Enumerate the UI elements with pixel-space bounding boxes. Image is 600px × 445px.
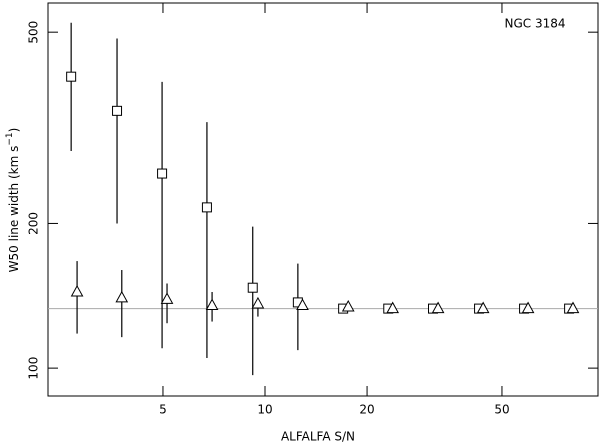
y-axis-label: W50 line width (km s−1) xyxy=(5,128,21,273)
plot-frame xyxy=(47,2,599,397)
x-axis-label: ALFALFA S/N xyxy=(281,430,355,444)
y-label-suffix: ) xyxy=(7,128,21,133)
square-marker xyxy=(112,105,123,116)
y-label-sup: −1 xyxy=(5,132,15,145)
x-tick-label: 50 xyxy=(494,403,509,417)
triangle-marker xyxy=(386,301,400,314)
y-tick-label: 100 xyxy=(27,357,41,380)
y-label-text: W50 line width (km s xyxy=(7,146,21,273)
triangle-marker xyxy=(476,301,490,314)
triangle-marker xyxy=(115,290,129,303)
y-tick-label: 200 xyxy=(27,212,41,235)
annotation: NGC 3184 xyxy=(504,17,565,31)
triangle-marker xyxy=(160,292,174,304)
x-tick-label: 10 xyxy=(257,403,272,417)
triangle-marker xyxy=(70,284,84,297)
x-tick-label: 20 xyxy=(359,403,374,417)
x-tick-label: 5 xyxy=(159,403,167,417)
square-marker xyxy=(201,202,212,213)
square-marker xyxy=(66,71,77,82)
triangle-marker xyxy=(521,301,535,314)
triangle-marker xyxy=(205,298,219,310)
triangle-marker xyxy=(431,301,445,314)
triangle-marker xyxy=(251,296,265,309)
y-tick-label: 500 xyxy=(27,21,41,44)
triangle-marker xyxy=(296,298,309,310)
square-marker xyxy=(157,168,168,179)
triangle-marker xyxy=(566,301,580,314)
square-marker xyxy=(247,282,258,293)
triangle-marker xyxy=(341,299,355,312)
